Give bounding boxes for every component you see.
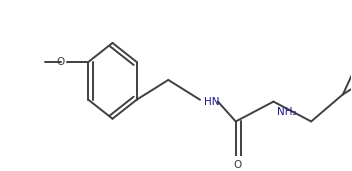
Text: NH₂: NH₂	[277, 107, 297, 117]
Text: O: O	[56, 57, 65, 67]
Text: O: O	[234, 160, 242, 170]
Text: HN: HN	[204, 97, 220, 107]
